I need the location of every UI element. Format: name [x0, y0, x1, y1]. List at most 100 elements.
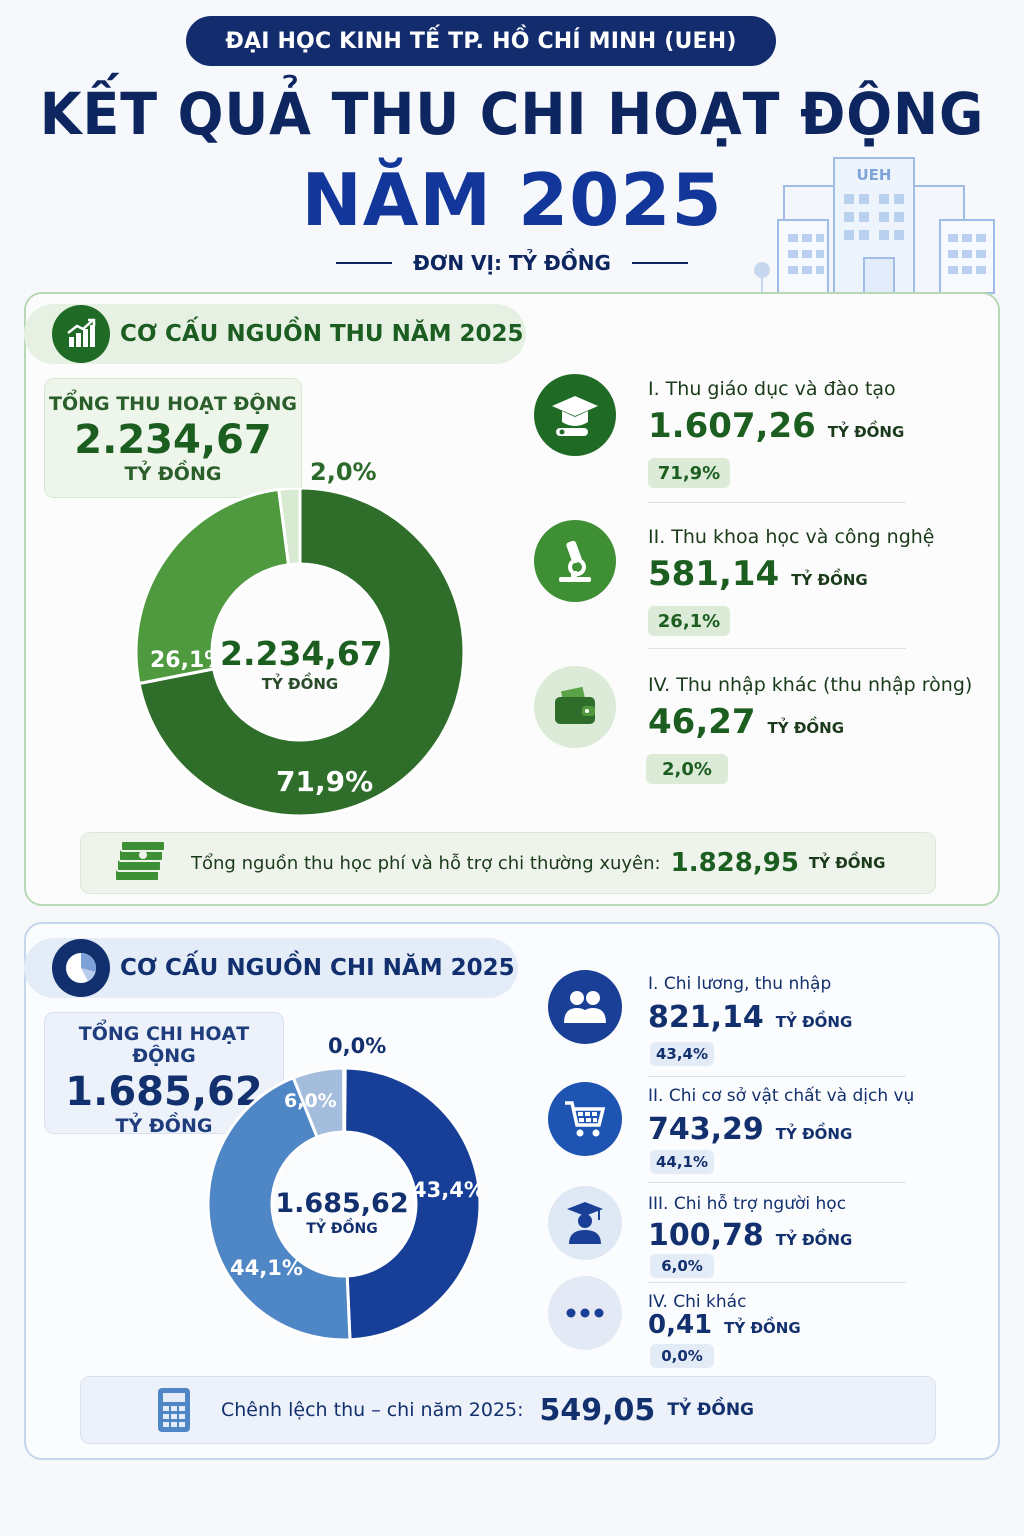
revenue-item-value-1: 581,14 [648, 554, 780, 594]
org-name: ĐẠI HỌC KINH TẾ TP. HỒ CHÍ MINH (UEH) [225, 28, 737, 54]
revenue-item-value-row-2: 46,27 TỶ ĐỒNG [648, 702, 844, 742]
expense-item-pct-2: 6,0% [650, 1254, 714, 1278]
expense-slice-3 [342, 1068, 347, 1134]
expense-summary-text: Chênh lệch thu – chi năm 2025: [221, 1399, 524, 1421]
revenue-item-unit-1: TỶ ĐỒNG [791, 571, 868, 589]
org-banner: ĐẠI HỌC KINH TẾ TP. HỒ CHÍ MINH (UEH) [186, 16, 776, 66]
expense-slice-label-2: 6,0% [284, 1090, 337, 1112]
revenue-donut-center: 2.234,67 TỶ ĐỒNG [220, 634, 383, 693]
revenue-summary-text: Tổng nguồn thu học phí và hỗ trợ chi thư… [191, 852, 661, 874]
money-stack-icon [111, 841, 169, 885]
student-icon [548, 1186, 622, 1260]
expense-center-value: 1.685,62 [275, 1188, 409, 1219]
revenue-item-value-2: 46,27 [648, 702, 756, 742]
pie-chart-icon [52, 939, 110, 997]
expense-total-label: TỔNG CHI HOẠT ĐỘNG [78, 1023, 250, 1067]
revenue-item-title-2: IV. Thu nhập khác (thu nhập ròng) [648, 674, 973, 696]
expense-item-pct-1: 44,1% [650, 1150, 714, 1174]
unit-divider-left [336, 262, 392, 264]
expense-item-pct-0: 43,4% [650, 1042, 714, 1066]
expense-item-value-row-2: 100,78 TỶ ĐỒNG [648, 1218, 852, 1253]
expense-total-unit: TỶ ĐỒNG [115, 1115, 213, 1137]
revenue-item-title-1: II. Thu khoa học và công nghệ [648, 526, 935, 548]
expense-summary-value: 549,05 [539, 1392, 656, 1428]
revenue-divider-0 [648, 502, 906, 503]
expense-center-unit: TỶ ĐỒNG [306, 1221, 378, 1237]
page-title: KẾT QUẢ THU CHI HOẠT ĐỘNG [39, 80, 985, 148]
expense-slice-label-3: 0,0% [328, 1034, 387, 1058]
revenue-summary-bar: Tổng nguồn thu học phí và hỗ trợ chi thư… [80, 832, 936, 894]
expense-section-header: CƠ CẤU NGUỒN CHI NĂM 2025 [24, 938, 518, 998]
more-dots-icon [548, 1276, 622, 1350]
calculator-icon [157, 1387, 191, 1433]
expense-divider-2 [648, 1282, 906, 1283]
growth-chart-icon [52, 305, 110, 363]
revenue-summary-value: 1.828,95 [670, 848, 799, 878]
expense-item-value-2: 100,78 [648, 1218, 764, 1253]
expense-donut-center: 1.685,62 TỶ ĐỒNG [272, 1188, 412, 1237]
shopping-cart-icon [548, 1082, 622, 1156]
expense-slice-0 [342, 1068, 480, 1340]
revenue-item-title-0: I. Thu giáo dục và đào tạo [648, 378, 896, 400]
expense-slice-label-0: 43,4% [412, 1178, 485, 1202]
expense-item-title-3: IV. Chi khác [648, 1292, 747, 1312]
unit-row: ĐƠN VỊ: TỶ ĐỒNG [336, 248, 688, 278]
wallet-icon [534, 666, 616, 748]
revenue-item-unit-0: TỶ ĐỒNG [827, 423, 905, 441]
page-subtitle-year: NĂM 2025 [301, 158, 723, 242]
revenue-slice-0 [137, 488, 464, 816]
expense-item-unit-2: TỶ ĐỒNG [775, 1231, 853, 1249]
expense-panel [24, 922, 1000, 1460]
expense-total-value: 1.685,62 [65, 1069, 263, 1115]
revenue-item-value-0: 1.607,26 [648, 406, 816, 446]
expense-item-unit-1: TỶ ĐỒNG [775, 1125, 853, 1143]
building-sign: UEH [857, 166, 892, 184]
unit-divider-right [632, 262, 688, 264]
expense-item-value-3: 0,41 [648, 1310, 713, 1340]
microscope-icon [534, 520, 616, 602]
revenue-slice-label-1: 26,1% [150, 648, 227, 673]
revenue-slice-label-2: 2,0% [310, 458, 377, 486]
revenue-item-value-row-0: 1.607,26 TỶ ĐỒNG [648, 406, 904, 446]
revenue-item-unit-2: TỶ ĐỒNG [767, 719, 845, 737]
expense-divider-0 [648, 1076, 906, 1077]
revenue-item-pct-2: 2,0% [646, 754, 728, 784]
revenue-section-header: CƠ CẤU NGUỒN THU NĂM 2025 [24, 304, 526, 364]
expense-item-value-0: 821,14 [648, 1000, 764, 1035]
revenue-slice-2 [277, 488, 302, 567]
revenue-item-pct-0: 71,9% [648, 458, 730, 488]
expense-slice-label-1: 44,1% [230, 1256, 303, 1280]
revenue-item-value-row-1: 581,14 TỶ ĐỒNG [648, 554, 868, 594]
expense-item-unit-0: TỶ ĐỒNG [775, 1013, 853, 1031]
revenue-total-label: TỔNG THU HOẠT ĐỘNG [48, 393, 298, 415]
expense-item-value-row-3: 0,41 TỶ ĐỒNG [648, 1310, 801, 1340]
people-icon [548, 970, 622, 1044]
revenue-slice-1 [136, 488, 291, 686]
expense-item-value-row-0: 821,14 TỶ ĐỒNG [648, 1000, 852, 1035]
revenue-divider-1 [648, 648, 906, 649]
expense-item-unit-3: TỶ ĐỒNG [724, 1319, 801, 1337]
graduation-cap-icon [534, 374, 616, 456]
revenue-total-unit: TỶ ĐỒNG [124, 463, 222, 485]
expense-item-value-row-1: 743,29 TỶ ĐỒNG [648, 1112, 852, 1147]
expense-section-title: CƠ CẤU NGUỒN CHI NĂM 2025 [120, 955, 515, 981]
expense-item-pct-3: 0,0% [650, 1344, 714, 1368]
unit-label: ĐƠN VỊ: TỶ ĐỒNG [413, 251, 611, 275]
expense-item-title-0: I. Chi lương, thu nhập [648, 974, 832, 994]
expense-slice-1 [208, 1075, 352, 1340]
revenue-total-value: 2.234,67 [74, 417, 272, 463]
revenue-slice-label-0: 71,9% [276, 765, 374, 798]
expense-divider-1 [648, 1182, 906, 1183]
expense-donut-chart [208, 1068, 480, 1340]
revenue-center-unit: TỶ ĐỒNG [261, 675, 339, 693]
expense-item-title-2: III. Chi hỗ trợ người học [648, 1194, 847, 1214]
revenue-section-title: CƠ CẤU NGUỒN THU NĂM 2025 [120, 321, 524, 347]
revenue-donut-chart [136, 488, 464, 816]
revenue-item-pct-1: 26,1% [648, 606, 730, 636]
revenue-total-box: TỔNG THU HOẠT ĐỘNG 2.234,67 TỶ ĐỒNG [44, 378, 302, 498]
expense-summary-unit: TỶ ĐỒNG [667, 1400, 755, 1420]
revenue-center-value: 2.234,67 [220, 634, 383, 673]
expense-summary-bar: Chênh lệch thu – chi năm 2025: 549,05 TỶ… [80, 1376, 936, 1444]
expense-item-value-1: 743,29 [648, 1112, 764, 1147]
revenue-summary-unit: TỶ ĐỒNG [808, 854, 886, 872]
